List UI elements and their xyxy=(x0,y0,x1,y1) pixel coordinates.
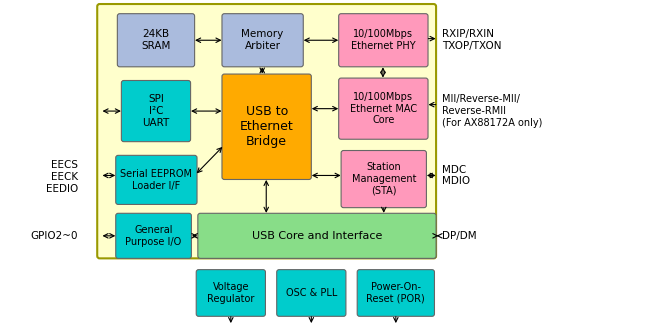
Text: RXIP/RXIN
TXOP/TXON: RXIP/RXIN TXOP/TXON xyxy=(442,29,501,51)
Text: Station
Management
(STA): Station Management (STA) xyxy=(352,162,416,196)
FancyBboxPatch shape xyxy=(277,270,346,316)
Text: Memory
Arbiter: Memory Arbiter xyxy=(242,29,284,51)
FancyBboxPatch shape xyxy=(339,78,428,139)
Text: General
Purpose I/O: General Purpose I/O xyxy=(125,225,182,247)
FancyBboxPatch shape xyxy=(358,270,434,316)
FancyBboxPatch shape xyxy=(122,81,190,142)
FancyBboxPatch shape xyxy=(222,14,304,67)
Text: Power-On-
Reset (POR): Power-On- Reset (POR) xyxy=(367,282,425,304)
Text: MII/Reverse-MII/
Reverse-RMII
(For AX88172A only): MII/Reverse-MII/ Reverse-RMII (For AX881… xyxy=(442,94,542,128)
FancyBboxPatch shape xyxy=(98,4,436,258)
Text: SPI
I²C
UART: SPI I²C UART xyxy=(142,94,170,128)
Text: EECS
EECK
EEDIO: EECS EECK EEDIO xyxy=(46,160,78,194)
FancyBboxPatch shape xyxy=(116,155,197,205)
FancyBboxPatch shape xyxy=(198,213,436,258)
Text: 10/100Mbps
Ethernet PHY: 10/100Mbps Ethernet PHY xyxy=(351,29,415,51)
FancyBboxPatch shape xyxy=(196,270,265,316)
Text: 10/100Mbps
Ethernet MAC
Core: 10/100Mbps Ethernet MAC Core xyxy=(350,92,417,125)
Text: MDC
MDIO: MDC MDIO xyxy=(442,165,470,186)
Text: USB Core and Interface: USB Core and Interface xyxy=(252,231,382,241)
Text: USB to
Ethernet
Bridge: USB to Ethernet Bridge xyxy=(240,105,294,148)
FancyBboxPatch shape xyxy=(341,150,426,208)
Text: OSC & PLL: OSC & PLL xyxy=(285,288,337,298)
Text: Serial EEPROM
Loader I/F: Serial EEPROM Loader I/F xyxy=(120,169,192,191)
FancyBboxPatch shape xyxy=(339,14,428,67)
FancyBboxPatch shape xyxy=(118,14,194,67)
Text: Voltage
Regulator: Voltage Regulator xyxy=(207,282,255,304)
FancyBboxPatch shape xyxy=(116,213,191,258)
Text: GPIO2~0: GPIO2~0 xyxy=(31,231,78,241)
FancyBboxPatch shape xyxy=(222,74,311,180)
Text: DP/DM: DP/DM xyxy=(442,231,476,241)
Text: 24KB
SRAM: 24KB SRAM xyxy=(141,29,171,51)
